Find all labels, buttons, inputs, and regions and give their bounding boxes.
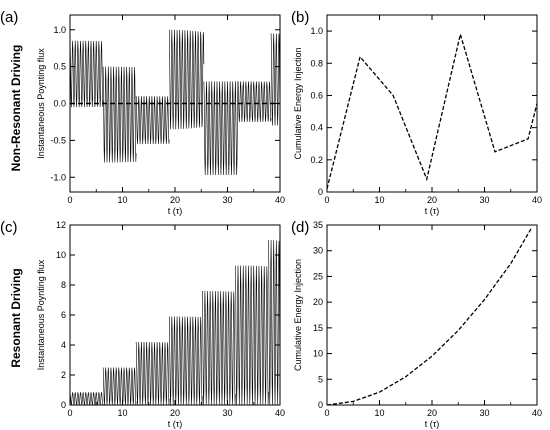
y-tick-label: 20	[313, 297, 323, 307]
x-tick-label: 10	[374, 195, 384, 205]
flux-segment-6	[235, 265, 269, 405]
flux-segment-1	[70, 392, 104, 405]
y-axis-label: Instantaneous Poynting flux	[36, 259, 46, 370]
x-tick-label: 0	[67, 408, 72, 418]
y-tick-label: 6	[61, 310, 66, 320]
panel-label: (b)	[291, 9, 309, 26]
x-tick-label: 30	[222, 195, 232, 205]
x-tick-label: 40	[275, 195, 285, 205]
flux-segment-3	[135, 96, 170, 145]
axes-frame	[326, 14, 538, 193]
flux-segment-2	[102, 66, 137, 163]
flux-segment-4	[168, 316, 203, 405]
y-tick-label: 0	[61, 400, 66, 410]
panel-a: (a) 0 10 20 30 40 -1.0 -0.5 0.0 0.5 1.0 t (τ) Instan…	[0, 9, 285, 216]
y-tick-label: 25	[313, 271, 323, 281]
x-tick-label: 10	[117, 195, 127, 205]
y-tick-label: 4	[61, 340, 66, 350]
x-tick-label: 20	[427, 408, 437, 418]
row-label-resonant: Resonant Driving	[9, 268, 23, 367]
y-tick-label: 0.6	[310, 90, 323, 100]
row-label-resonant-text: Resonant Driving	[9, 268, 23, 367]
y-tick-label: 1.0	[310, 26, 323, 36]
flux-segment-7	[270, 33, 280, 126]
axes-frame	[326, 224, 538, 406]
y-tick-label: 0.2	[310, 155, 323, 165]
y-tick-label: 12	[56, 220, 66, 230]
x-tick-label: 30	[479, 195, 489, 205]
x-axis-label: t (τ)	[425, 419, 440, 429]
y-tick-label: -1.0	[50, 172, 66, 182]
x-tick-label: 40	[275, 408, 285, 418]
x-tick-label: 10	[374, 408, 384, 418]
panel-d: (d) 0 10 20 30 40 0 5 10 15 20 25 30 35 t (τ) Cumulativ…	[291, 219, 542, 429]
y-tick-label: 1.0	[53, 25, 66, 35]
y-tick-label: 10	[313, 349, 323, 359]
x-tick-label: 20	[170, 195, 180, 205]
x-axis-label: t (τ)	[425, 206, 440, 216]
flux-segment-4	[168, 29, 205, 130]
y-tick-label: 35	[313, 220, 323, 230]
y-tick-label: 2	[61, 370, 66, 380]
row-label-non-resonant-text: Non-Resonant Driving	[9, 45, 23, 172]
y-tick-label: 0	[318, 187, 323, 197]
cumulative-energy-line	[327, 31, 537, 189]
y-tick-label: 0.0	[53, 99, 66, 109]
plot-area	[70, 239, 280, 405]
flux-segment-5	[203, 81, 239, 176]
flux-segment-3	[135, 341, 170, 405]
x-tick-label: 30	[479, 408, 489, 418]
panel-b: (b) 0 10 20 30 40 0 0.2 0.4 0.6 0.8 1.0 t (τ) Cumulat…	[291, 9, 542, 216]
x-tick-label: 40	[532, 195, 542, 205]
y-tick-label: 0.8	[310, 58, 323, 68]
x-tick-label: 40	[532, 408, 542, 418]
y-axis-label: Cumulative Energy Injection	[293, 47, 303, 159]
plot-area	[327, 227, 533, 405]
y-tick-label: 0.5	[53, 62, 66, 72]
y-axis-label: Cumulative Energy Injection	[293, 259, 303, 371]
flux-segment-2	[102, 367, 137, 405]
x-tick-label: 10	[117, 408, 127, 418]
x-tick-label: 0	[67, 195, 72, 205]
y-axis-label: Instantaneous Poynting flux	[36, 48, 46, 159]
y-tick-label: 30	[313, 246, 323, 256]
y-tick-label: -0.5	[50, 135, 66, 145]
x-axis-label: t (τ)	[168, 206, 183, 216]
flux-segment-1	[70, 40, 104, 108]
plot-area	[327, 31, 537, 189]
y-tick-label: 8	[61, 280, 66, 290]
x-axis-label: t (τ)	[168, 419, 183, 429]
flux-segment-5	[202, 290, 236, 405]
cumulative-energy-line	[327, 227, 533, 405]
plot-area	[70, 29, 280, 176]
panel-label: (d)	[291, 219, 309, 236]
x-tick-label: 30	[222, 408, 232, 418]
x-tick-label: 20	[427, 195, 437, 205]
axes-frame	[69, 224, 281, 406]
y-tick-label: 10	[56, 250, 66, 260]
flux-segment-6	[237, 81, 272, 122]
y-tick-label: 0	[318, 400, 323, 410]
y-tick-label: 0.4	[310, 123, 323, 133]
panel-label: (c)	[0, 219, 18, 236]
panel-c: (c) 0 10 20 30 40 0 2 4 6 8 10 12 t (τ) Instantaneous …	[0, 219, 285, 429]
flux-segment-7	[268, 239, 280, 405]
x-tick-label: 0	[324, 408, 329, 418]
x-tick-label: 0	[324, 195, 329, 205]
y-tick-label: 15	[313, 323, 323, 333]
x-tick-label: 20	[170, 408, 180, 418]
panel-label: (a)	[0, 9, 18, 26]
y-tick-label: 5	[318, 374, 323, 384]
row-label-non-resonant: Non-Resonant Driving	[9, 45, 23, 172]
